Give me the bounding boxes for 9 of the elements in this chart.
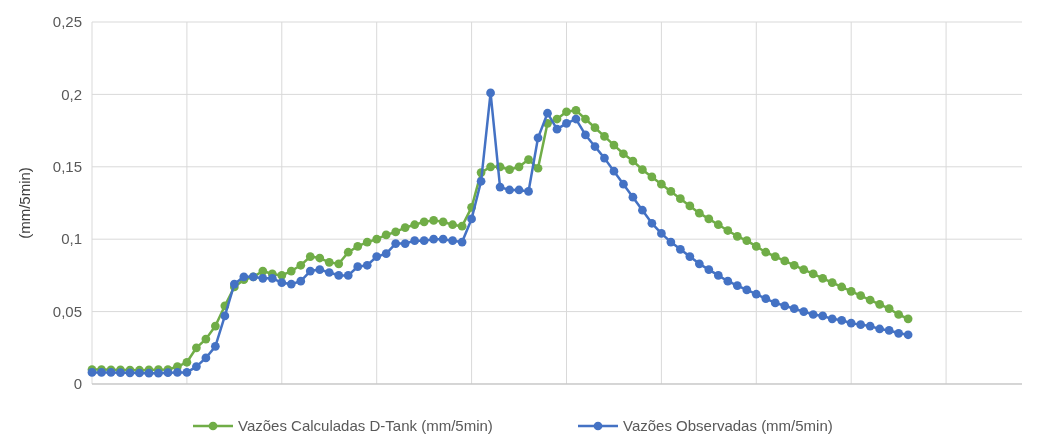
- y-tick-label: 0: [73, 375, 82, 393]
- y-tick-label: 0,05: [52, 302, 82, 320]
- y-axis-title: (mm/5min): [16, 167, 33, 239]
- y-tick-label: 0,25: [52, 13, 82, 31]
- legend-label: Vazões Observadas (mm/5min): [623, 417, 833, 435]
- y-tick-label: 0,1: [61, 230, 82, 248]
- y-tick-label: 0,15: [52, 158, 82, 176]
- legend-label: Vazões Calculadas D-Tank (mm/5min): [238, 417, 493, 435]
- y-tick-label: 0,2: [61, 85, 82, 103]
